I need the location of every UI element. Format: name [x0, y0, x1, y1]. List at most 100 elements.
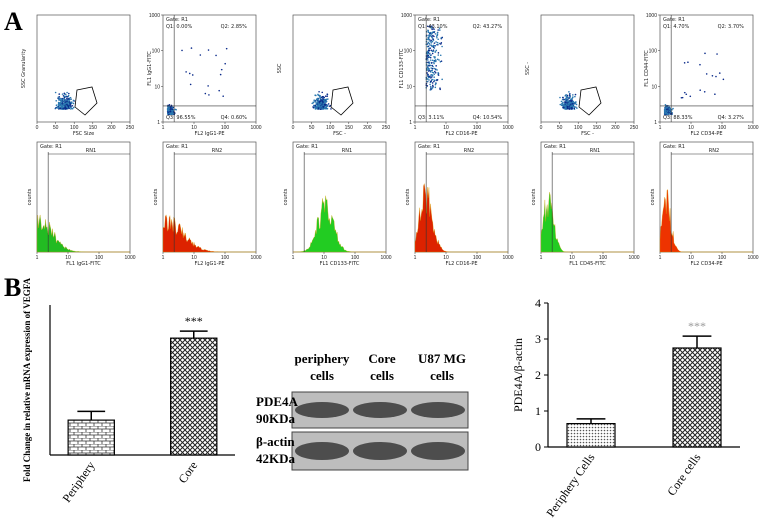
dot — [55, 107, 57, 109]
x-tick-label: 1000 — [124, 255, 135, 261]
dot — [199, 54, 202, 56]
dot — [433, 42, 436, 44]
dot — [429, 89, 432, 91]
dot — [566, 96, 569, 99]
x-tick-label: 100 — [473, 255, 482, 261]
dot — [66, 101, 68, 104]
dot — [431, 25, 433, 28]
dot — [563, 106, 565, 109]
histogram-area — [36, 214, 130, 253]
dot — [574, 93, 577, 96]
dot — [669, 107, 672, 110]
x-axis-label: FL2 CD34-PE — [690, 261, 722, 267]
quadrant-label: Q2: 3.70% — [718, 24, 745, 30]
dot — [207, 85, 209, 87]
dot — [426, 69, 428, 71]
dot — [66, 95, 68, 98]
dot — [322, 98, 324, 100]
dot — [428, 79, 430, 81]
dot — [573, 101, 576, 104]
error-bar — [77, 410, 106, 421]
blot-band — [353, 442, 407, 460]
dot — [70, 98, 73, 100]
dot — [432, 49, 435, 51]
gate-label: Gate: R1 — [663, 17, 685, 23]
dot — [426, 78, 429, 80]
histogram-area — [414, 183, 508, 253]
dot — [431, 69, 434, 72]
y-axis-label: FL1 IgG1-FITC — [147, 51, 153, 86]
marker-label: RN1 — [342, 148, 352, 154]
dot — [432, 34, 434, 37]
dot — [330, 108, 332, 110]
dot — [317, 103, 320, 105]
dot — [434, 51, 436, 53]
dot — [324, 106, 327, 108]
x-tick-label: 10 — [443, 125, 449, 131]
dot — [72, 106, 75, 109]
dot — [699, 89, 701, 91]
dot — [689, 95, 692, 98]
x-tick-label: 200 — [611, 125, 620, 131]
y-tick-label: 100 — [649, 49, 658, 55]
dot — [326, 95, 328, 97]
x-tick-label: 10 — [191, 255, 197, 261]
bar — [170, 337, 218, 456]
dot — [436, 31, 439, 34]
dot — [566, 100, 569, 102]
x-tick-label: 10 — [65, 255, 71, 261]
dot — [426, 25, 429, 28]
dot — [57, 107, 59, 110]
dot — [561, 98, 564, 101]
error-bar — [682, 335, 712, 348]
dot — [427, 61, 430, 63]
x-axis-label: FSC - — [581, 131, 594, 137]
x-tick-label: 100 — [70, 125, 79, 131]
dot — [427, 70, 430, 72]
marker-label: RN1 — [86, 148, 96, 154]
dot — [433, 62, 435, 65]
quadrant-label: Q4: 10.54% — [473, 115, 503, 121]
dot — [62, 107, 64, 110]
dot — [70, 102, 73, 105]
blot-row-label: PDE4A — [256, 394, 299, 409]
bar — [672, 347, 722, 448]
dot — [431, 36, 433, 39]
dot — [61, 93, 64, 95]
dot — [429, 54, 432, 57]
x-tick-label: 150 — [89, 125, 98, 131]
dot — [328, 105, 331, 107]
plot-frame — [292, 14, 387, 123]
dot — [170, 107, 172, 110]
dot — [666, 112, 669, 115]
dot — [322, 101, 324, 104]
plot-frame — [540, 14, 635, 123]
y-tick-label: 1 — [654, 120, 657, 126]
dot — [438, 42, 441, 45]
dot — [55, 100, 58, 102]
dot — [319, 107, 322, 109]
dot — [566, 106, 569, 109]
dot — [314, 104, 317, 107]
gate-label: Gate: R1 — [418, 144, 440, 150]
dot — [440, 37, 443, 39]
x-axis-label: FL1 CD45-FITC — [569, 261, 606, 267]
dot — [429, 80, 432, 83]
blot-band — [353, 402, 407, 418]
dot — [433, 56, 435, 58]
dot — [430, 67, 432, 69]
dot — [318, 100, 321, 103]
dot — [437, 38, 440, 41]
dot — [573, 106, 576, 109]
marker-label: RN1 — [590, 148, 600, 154]
gate-label: Gate: R1 — [663, 144, 685, 150]
y-axis-label: Fold Change in relative mRNA expression … — [22, 277, 32, 482]
dot — [563, 104, 565, 106]
dot — [70, 105, 72, 108]
dot — [562, 96, 564, 99]
dot — [572, 94, 574, 96]
x-tick-label: 50 — [309, 125, 315, 131]
dot — [324, 98, 327, 101]
x-tick-label: 1000 — [747, 125, 758, 131]
dot — [431, 84, 434, 87]
